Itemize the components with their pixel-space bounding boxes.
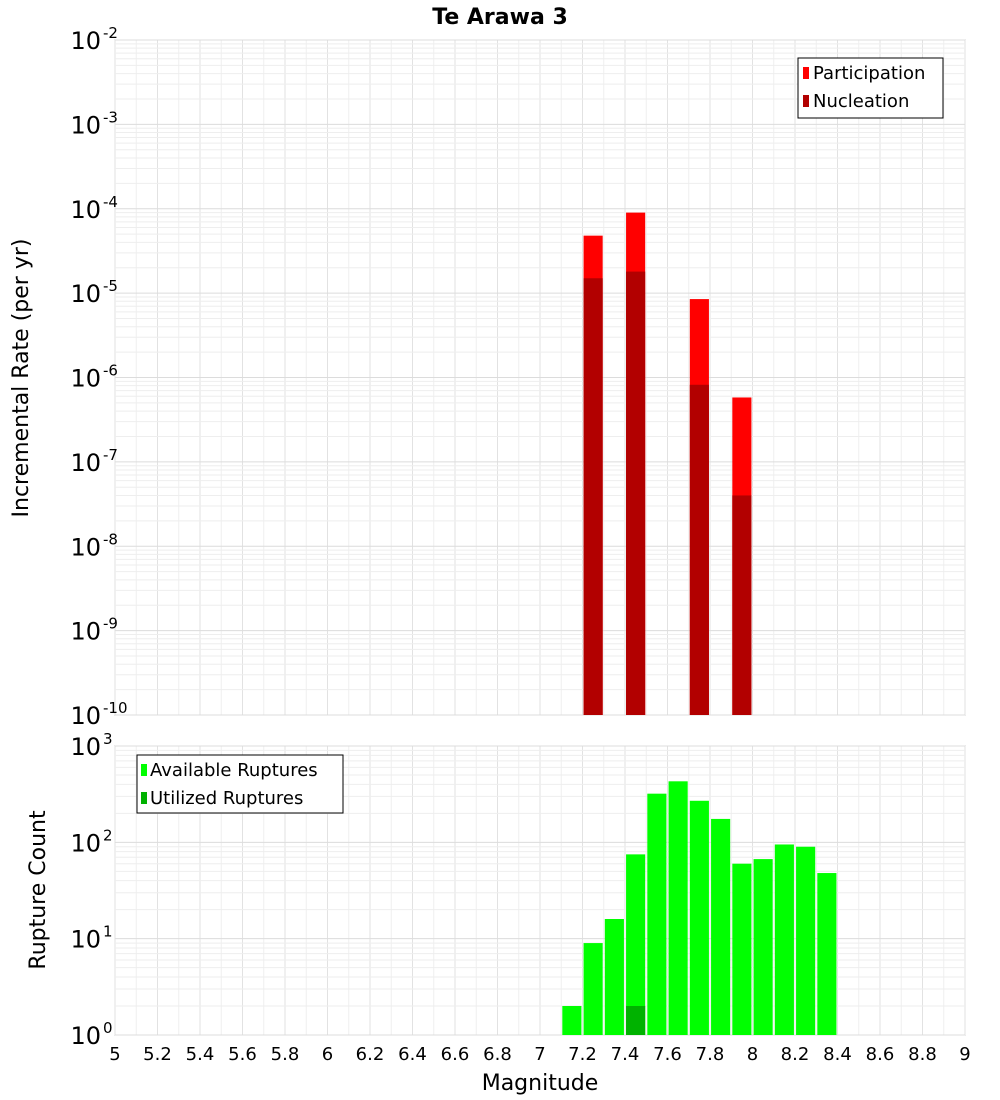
bottom-bar-available-ruptures xyxy=(583,943,603,1035)
top-y-tick-exponent: -3 xyxy=(103,108,118,126)
x-tick-label: 8 xyxy=(747,1044,758,1065)
top-legend: Participation Nucleation xyxy=(797,57,944,119)
x-axis-label: Magnitude xyxy=(482,1071,599,1096)
x-tick-label: 6 xyxy=(322,1044,333,1065)
top-y-tick-label: 10 xyxy=(70,702,101,730)
top-y-tick-exponent: -10 xyxy=(103,699,128,717)
x-tick-label: 5 xyxy=(109,1044,120,1065)
bottom-bar-available-ruptures xyxy=(796,846,816,1035)
top-y-tick-exponent: -5 xyxy=(103,277,118,295)
x-tick-label: 5.2 xyxy=(143,1044,172,1065)
bottom-y-tick-label: 10 xyxy=(70,1022,101,1050)
x-tick-label: 5.6 xyxy=(228,1044,257,1065)
legend-swatch-nucleation xyxy=(803,95,809,107)
top-bar-nucleation xyxy=(626,271,646,715)
x-tick-label: 7.6 xyxy=(653,1044,682,1065)
top-grid xyxy=(114,39,966,716)
top-y-tick-label: 10 xyxy=(70,533,101,561)
bottom-y-axis-label: Rupture Count xyxy=(26,810,51,970)
bottom-bar-available-ruptures xyxy=(604,919,624,1035)
legend-label-available: Available Ruptures xyxy=(150,760,318,781)
bottom-bar-available-ruptures xyxy=(689,800,709,1035)
top-y-tick-exponent: -2 xyxy=(103,24,118,42)
chart-title: Te Arawa 3 xyxy=(432,5,568,30)
bottom-y-tick-label: 10 xyxy=(70,829,101,857)
top-bars xyxy=(583,212,752,716)
bottom-y-tick-exponent: 0 xyxy=(103,1019,113,1037)
x-tick-label: 8.6 xyxy=(866,1044,895,1065)
top-bar-nucleation xyxy=(583,278,603,715)
x-tick-label: 9 xyxy=(959,1044,970,1065)
bottom-bars xyxy=(562,781,837,1035)
bottom-bar-utilized-ruptures xyxy=(626,1006,646,1035)
legend-label-utilized: Utilized Ruptures xyxy=(150,788,303,809)
bottom-bar-available-ruptures xyxy=(732,863,752,1035)
top-y-tick-label: 10 xyxy=(70,27,101,55)
legend-swatch-utilized xyxy=(141,792,147,804)
x-tick-label: 7 xyxy=(534,1044,545,1065)
bottom-bar-available-ruptures xyxy=(753,859,773,1035)
bottom-y-tick-exponent: 3 xyxy=(103,730,113,748)
x-tick-label: 8.4 xyxy=(823,1044,852,1065)
bottom-bar-available-ruptures xyxy=(817,873,837,1035)
bottom-y-tick-exponent: 1 xyxy=(103,923,113,941)
top-y-tick-exponent: -7 xyxy=(103,446,118,464)
top-bar-nucleation xyxy=(689,384,709,715)
top-y-tick-label: 10 xyxy=(70,280,101,308)
x-tick-label: 5.4 xyxy=(186,1044,215,1065)
x-tick-label: 7.2 xyxy=(568,1044,597,1065)
bottom-bar-available-ruptures xyxy=(774,844,794,1035)
bottom-bar-available-ruptures xyxy=(668,781,688,1035)
x-tick-label: 6.4 xyxy=(398,1044,427,1065)
top-y-tick-label: 10 xyxy=(70,618,101,646)
bottom-y-tick-label: 10 xyxy=(70,733,101,761)
top-y-tick-exponent: -8 xyxy=(103,530,118,548)
bottom-y-tick-exponent: 2 xyxy=(103,826,113,844)
bottom-bar-available-ruptures xyxy=(562,1006,582,1035)
bottom-grid xyxy=(114,745,966,1036)
bottom-bar-available-ruptures xyxy=(711,818,731,1035)
x-tick-label: 5.8 xyxy=(271,1044,300,1065)
legend-label-participation: Participation xyxy=(813,63,925,84)
x-tick-label: 7.8 xyxy=(696,1044,725,1065)
legend-swatch-participation xyxy=(803,67,809,79)
bottom-legend-box xyxy=(136,754,344,814)
top-y-tick-exponent: -4 xyxy=(103,193,118,211)
bottom-y-tick-label: 10 xyxy=(70,926,101,954)
x-tick-label: 8.8 xyxy=(908,1044,937,1065)
top-y-tick-label: 10 xyxy=(70,365,101,393)
legend-label-nucleation: Nucleation xyxy=(813,91,909,112)
top-y-tick-exponent: -9 xyxy=(103,615,118,633)
x-tick-label: 7.4 xyxy=(611,1044,640,1065)
top-y-axis-label: Incremental Rate (per yr) xyxy=(9,239,34,518)
top-legend-box xyxy=(797,57,944,119)
x-tick-label: 6.6 xyxy=(441,1044,470,1065)
top-y-tick-label: 10 xyxy=(70,111,101,139)
top-y-tick-label: 10 xyxy=(70,196,101,224)
x-tick-label: 8.2 xyxy=(781,1044,810,1065)
bottom-bar-available-ruptures xyxy=(647,793,667,1035)
top-y-tick-exponent: -6 xyxy=(103,362,118,380)
top-y-tick-label: 10 xyxy=(70,449,101,477)
x-tick-labels: 5 5.2 5.4 5.6 5.8 6 6.2 6.4 6.6 6.8 7 7.2 7.4 7.6 7.8 8… xyxy=(109,1044,970,1065)
bottom-bar-available-ruptures xyxy=(626,854,646,1035)
top-bar-nucleation xyxy=(732,495,752,715)
x-tick-label: 6.8 xyxy=(483,1044,512,1065)
bottom-legend: Available Ruptures Utilized Ruptures xyxy=(136,754,344,814)
legend-swatch-available xyxy=(141,764,147,776)
x-tick-label: 6.2 xyxy=(356,1044,385,1065)
